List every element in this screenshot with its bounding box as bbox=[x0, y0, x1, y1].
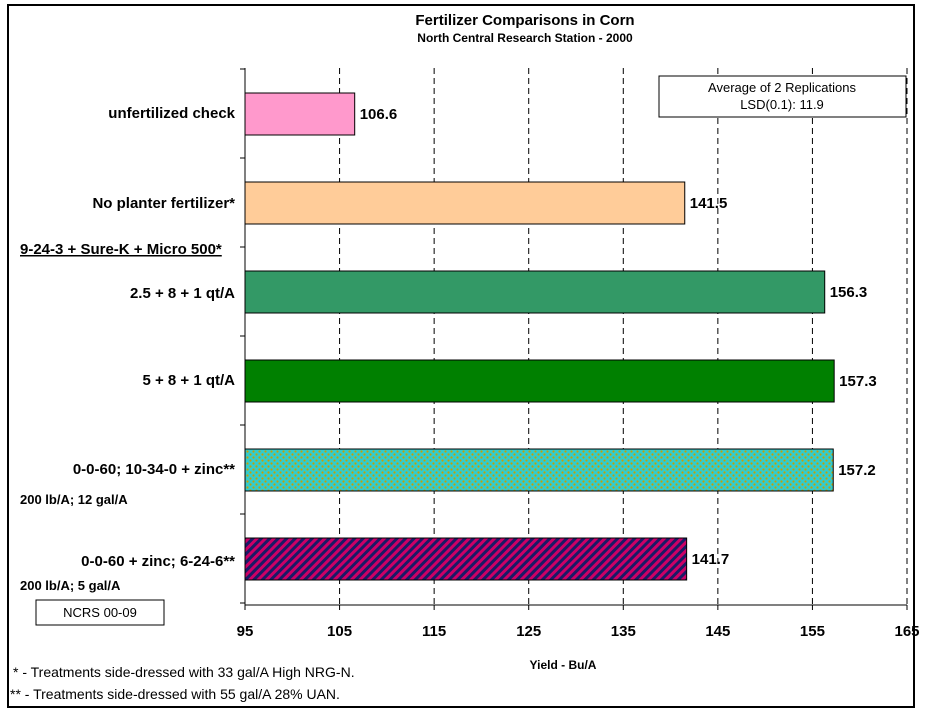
plot-background bbox=[245, 68, 907, 605]
x-axis-label: Yield - Bu/A bbox=[530, 658, 597, 672]
category-label-1: unfertilized check bbox=[108, 105, 235, 122]
plot-area bbox=[240, 68, 907, 606]
category-label-6: 0-0-60 + zinc; 6-24-6** bbox=[81, 553, 235, 570]
value-label-6: 141.7 bbox=[692, 551, 730, 568]
value-label-3: 156.3 bbox=[830, 284, 868, 301]
value-label-2: 141.5 bbox=[690, 195, 728, 212]
category-sublabel-6: 200 lb/A; 5 gal/A bbox=[20, 578, 121, 593]
x-tick-label: 145 bbox=[705, 623, 730, 640]
bar-3 bbox=[244, 270, 826, 314]
x-tick-label: 135 bbox=[611, 623, 636, 640]
x-tick-label: 105 bbox=[327, 623, 352, 640]
id-box: NCRS 00-09 bbox=[35, 599, 165, 626]
value-label-1: 106.6 bbox=[360, 106, 398, 123]
footnote-1: * - Treatments side-dressed with 33 gal/… bbox=[13, 664, 355, 680]
id-box-text: NCRS 00-09 bbox=[63, 605, 137, 620]
bar-4 bbox=[244, 359, 835, 403]
category-label-3: 2.5 + 8 + 1 qt/A bbox=[130, 285, 235, 302]
x-tick-label: 165 bbox=[894, 623, 919, 640]
category-label-2: No planter fertilizer* bbox=[92, 195, 235, 212]
replication-box-line-1: Average of 2 Replications bbox=[708, 80, 856, 95]
bar-1 bbox=[244, 92, 356, 136]
value-labels: 106.6 141.5 156.3 157.3 157.2 141.7 bbox=[360, 106, 877, 568]
x-tick-label: 115 bbox=[422, 623, 446, 640]
bar-2 bbox=[244, 181, 686, 225]
value-label-5: 157.2 bbox=[838, 462, 876, 479]
x-tick-label: 155 bbox=[800, 623, 825, 640]
group-label: 9-24-3 + Sure-K + Micro 500* bbox=[20, 241, 222, 258]
value-label-4: 157.3 bbox=[839, 373, 877, 390]
chart-subtitle: North Central Research Station - 2000 bbox=[417, 31, 633, 45]
category-sublabel-5: 200 lb/A; 12 gal/A bbox=[20, 492, 128, 507]
replication-box-line-2: LSD(0.1): 11.9 bbox=[740, 97, 824, 112]
bar-6 bbox=[244, 537, 688, 581]
x-tick-label: 125 bbox=[516, 623, 541, 640]
bars bbox=[244, 92, 835, 581]
chart-title: Fertilizer Comparisons in Corn bbox=[415, 12, 634, 29]
category-label-4: 5 + 8 + 1 qt/A bbox=[142, 372, 235, 389]
replication-box: Average of 2 Replications LSD(0.1): 11.9 bbox=[658, 75, 907, 118]
footnote-2: ** - Treatments side-dressed with 55 gal… bbox=[10, 686, 340, 702]
x-tick-label: 95 bbox=[237, 623, 254, 640]
category-labels: unfertilized check No planter fertilizer*… bbox=[20, 105, 236, 593]
x-axis-ticks: 95 105 115 125 135 145 155 165 bbox=[237, 605, 920, 640]
category-label-5: 0-0-60; 10-34-0 + zinc** bbox=[73, 461, 235, 478]
bar-5 bbox=[244, 448, 834, 492]
